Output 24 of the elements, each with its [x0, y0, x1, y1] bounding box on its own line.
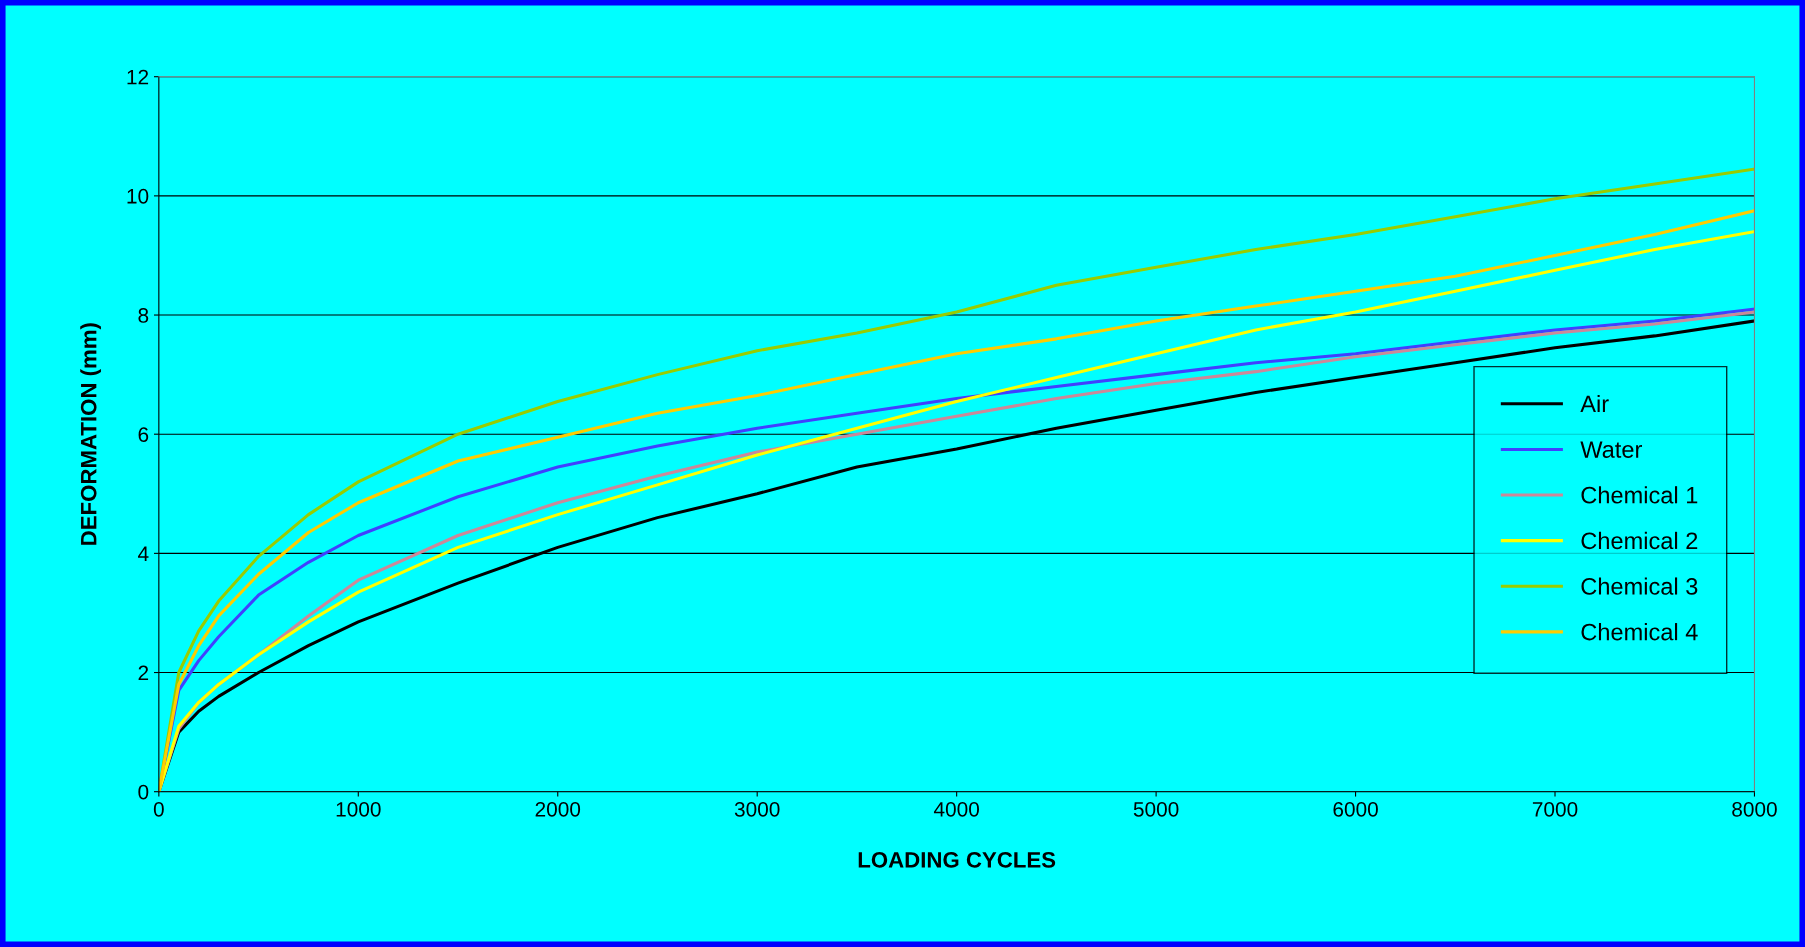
- x-tick-label: 5000: [1133, 801, 1179, 817]
- legend-label: Chemical 2: [1581, 531, 1698, 550]
- y-tick-label: 4: [138, 546, 149, 561]
- x-tick-label: 7000: [1532, 801, 1578, 817]
- y-tick-label: 10: [127, 188, 149, 204]
- x-tick-label: 6000: [1333, 801, 1378, 817]
- x-tick-label: 8000: [1732, 801, 1777, 817]
- y-tick-label: 12: [127, 69, 149, 85]
- x-tick-label: 3000: [734, 801, 780, 817]
- y-tick-label: 6: [138, 427, 149, 442]
- y-tick-label: 2: [138, 665, 149, 681]
- x-tick-label: 1000: [336, 801, 381, 817]
- y-tick-label: 8: [138, 308, 149, 323]
- legend-label: Chemical 4: [1581, 623, 1698, 641]
- x-tick-label: 2000: [535, 801, 581, 817]
- y-axis-title: DEFORMATION (mm): [80, 323, 101, 545]
- legend-label: Water: [1580, 441, 1642, 458]
- x-tick-label: 4000: [933, 801, 980, 817]
- y-tick-label: 0: [138, 784, 149, 800]
- legend-label: Air: [1580, 394, 1609, 413]
- x-tick-label: 0: [153, 801, 164, 817]
- x-axis-title: LOADING CYCLES: [858, 851, 1056, 868]
- legend-label: Chemical 3: [1581, 577, 1698, 595]
- legend-label: Chemical 1: [1581, 486, 1698, 504]
